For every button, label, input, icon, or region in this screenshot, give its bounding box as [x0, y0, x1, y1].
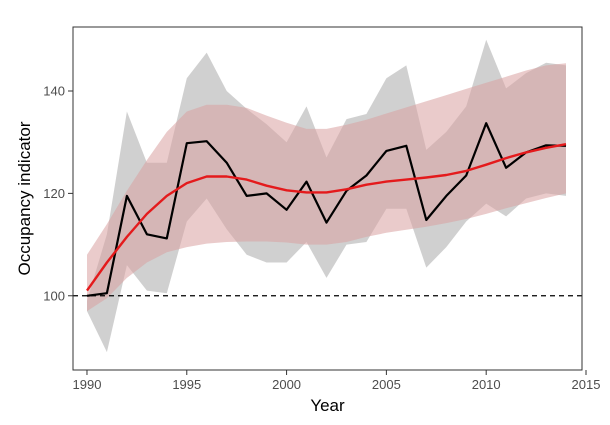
y-tick-label: 140: [43, 83, 65, 98]
y-tick-label: 100: [43, 288, 65, 303]
smoothed-line: [86, 143, 567, 292]
smoothed-confidence-band: [87, 63, 566, 312]
plot-panel-border: [72, 26, 583, 371]
x-tick-label: 2015: [572, 377, 601, 392]
x-tick-label: 1995: [172, 377, 201, 392]
x-tick-label: 2010: [472, 377, 501, 392]
x-tick-label: 1990: [73, 377, 102, 392]
series-lines: [73, 122, 582, 297]
confidence-bands: [87, 39, 566, 353]
x-tick-label: 2000: [272, 377, 301, 392]
y-tick-label: 120: [43, 186, 65, 201]
axes: 1990 1995 2000 2005 2010 2015 100 120 140: [43, 83, 600, 392]
y-axis-title: Occupancy indicator: [15, 121, 34, 275]
x-tick-label: 2005: [372, 377, 401, 392]
annual-line: [86, 122, 567, 297]
x-axis-title: Year: [310, 396, 345, 415]
